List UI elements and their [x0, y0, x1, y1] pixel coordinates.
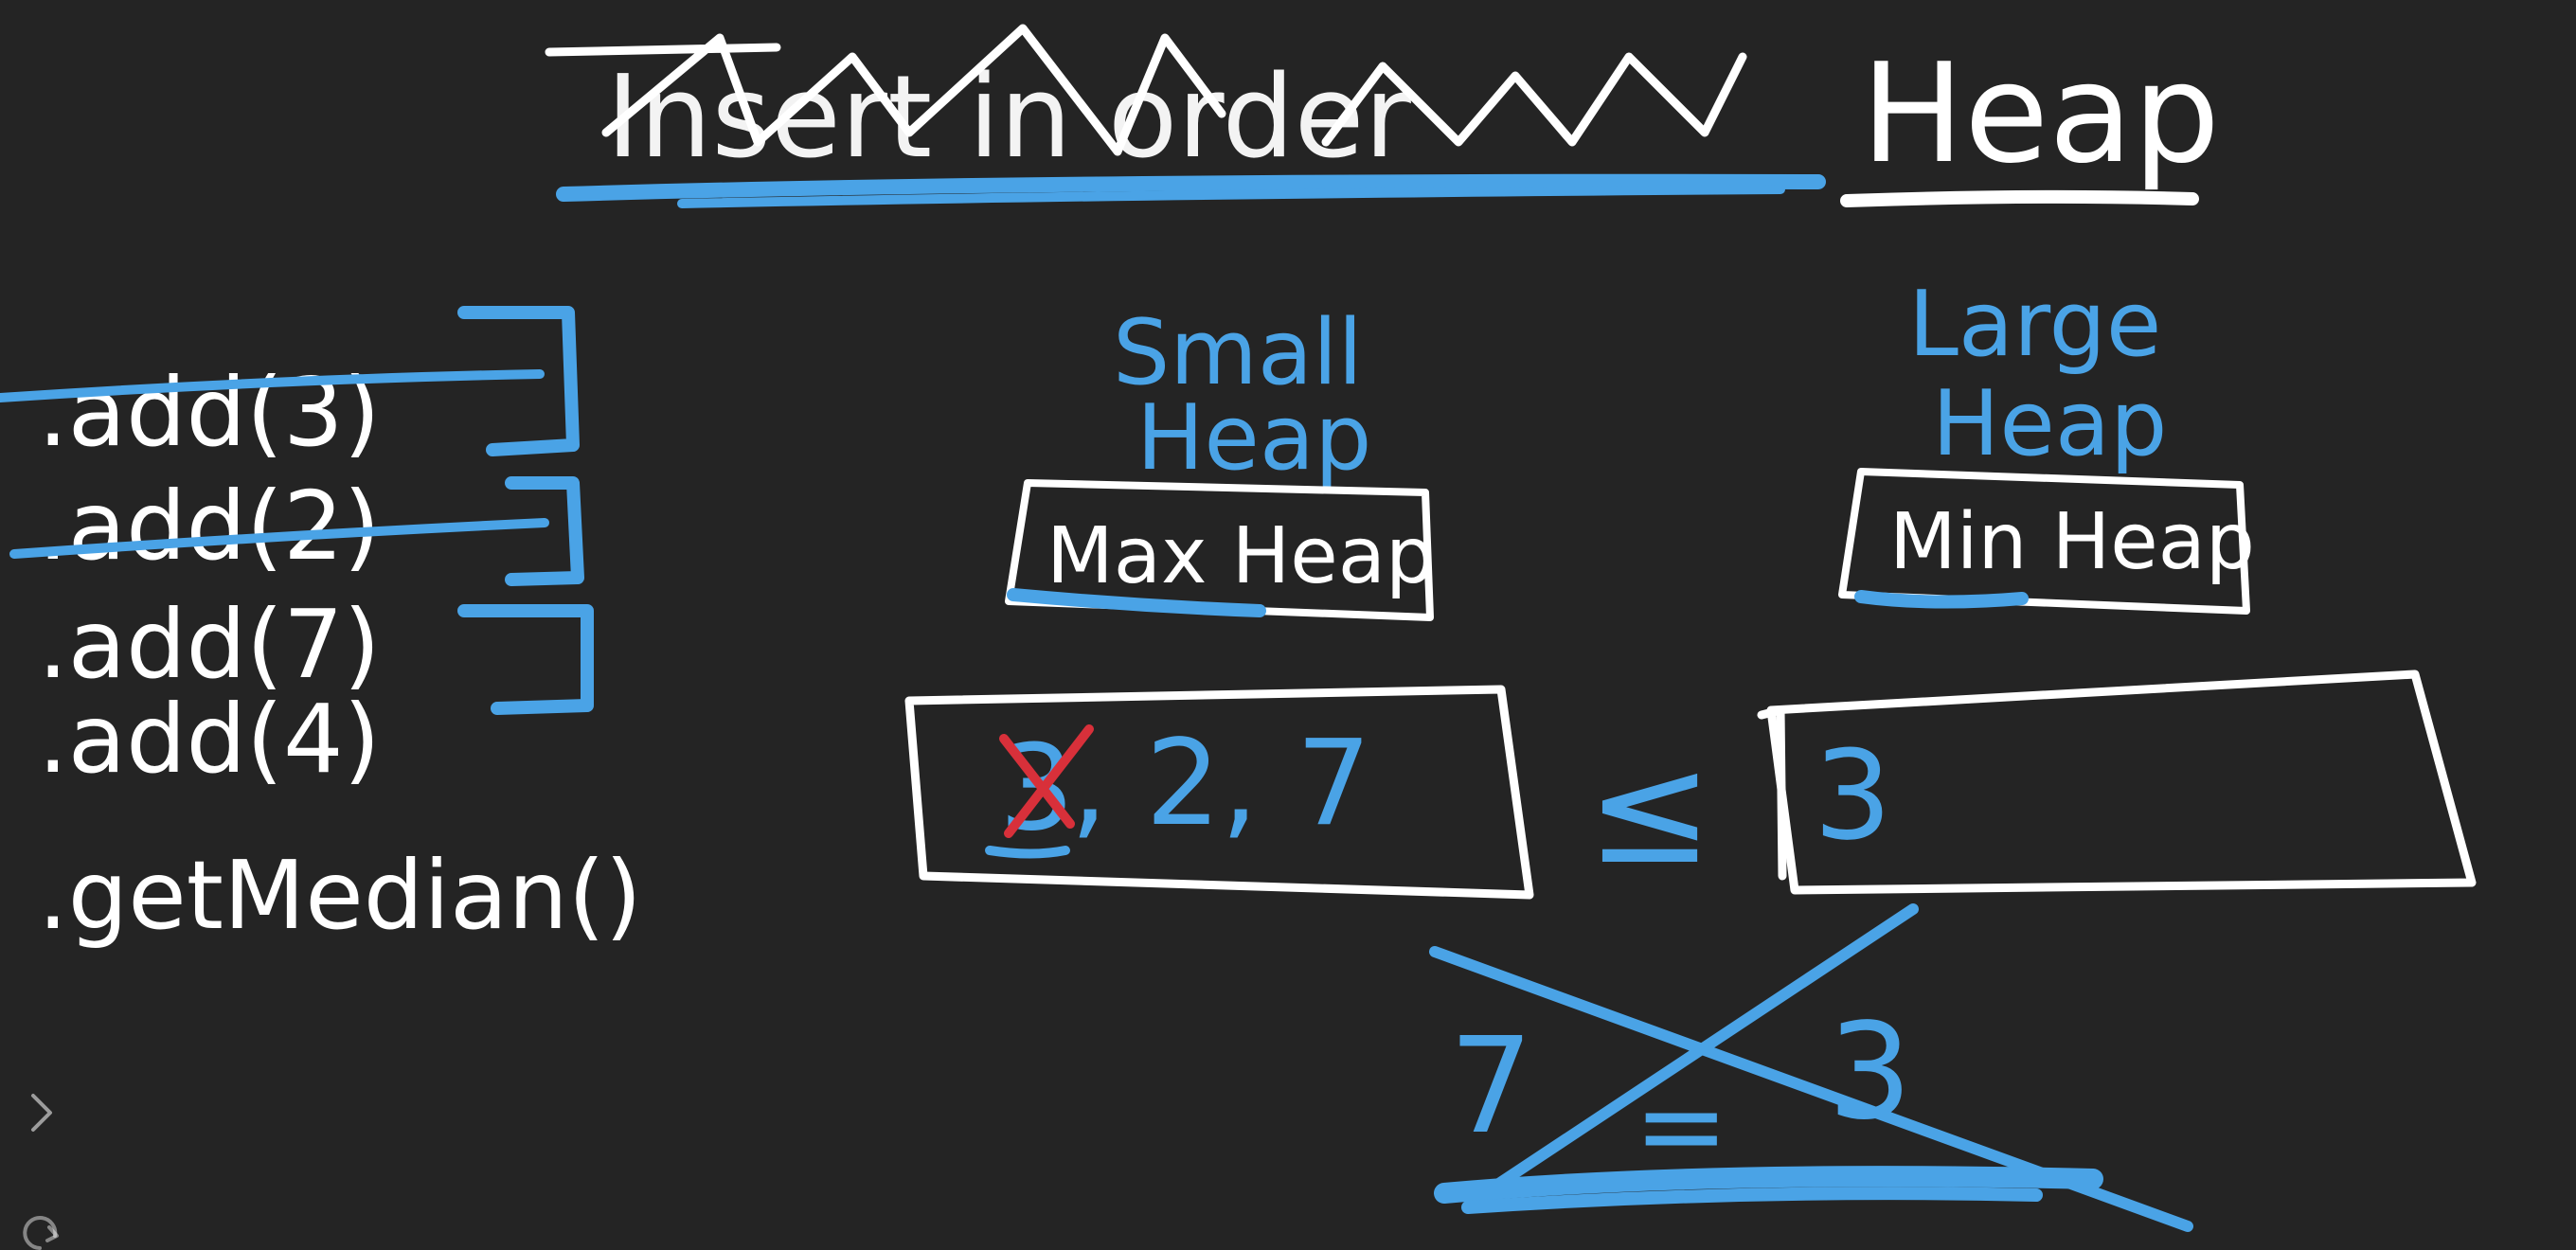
title-word-heap: Heap	[1861, 34, 2220, 194]
small-heap-blue-underline	[990, 850, 1065, 854]
operation-add-3: .add(3)	[38, 357, 381, 468]
max-heap-label: Max Heap	[1046, 511, 1435, 601]
chevron-right-icon[interactable]	[33, 1096, 50, 1130]
operation-get-median: .getMedian()	[38, 840, 642, 951]
bracket-add-2	[511, 483, 578, 580]
title-group: Insert in order Heap	[549, 28, 2220, 204]
crossed-out-note: 7 3 =	[1435, 909, 2188, 1226]
small-heap-group: Small Heap Max Heap 3 , 2, 7	[909, 301, 1530, 895]
small-heap-values: , 2, 7	[1070, 715, 1371, 852]
large-heap-title-line1: Large	[1908, 273, 2161, 377]
large-heap-group: Large Heap Min Heap 3	[1762, 273, 2472, 890]
min-heap-label: Min Heap	[1889, 497, 2255, 587]
min-heap-underline	[1861, 597, 2022, 602]
large-heap-values: 3	[1814, 723, 1892, 867]
small-heap-title-line2: Heap	[1136, 386, 1371, 491]
bracket-add-3	[464, 312, 573, 450]
title-scribbled-text: Insert in order	[606, 52, 1412, 184]
refresh-icon[interactable]	[25, 1218, 57, 1248]
large-heap-title-line2: Heap	[1932, 372, 2167, 476]
bracket-add-7	[464, 611, 587, 708]
operation-add-4: .add(4)	[38, 684, 381, 795]
title-underline-white	[1847, 197, 2192, 201]
relation-symbol: ≤	[1586, 721, 1713, 898]
operations-list: .add(3) .add(2) .add(7) .add(4) .getMedi…	[0, 312, 642, 951]
operation-add-2: .add(2)	[38, 471, 381, 581]
crossed-note-left: 7	[1449, 1009, 1533, 1164]
